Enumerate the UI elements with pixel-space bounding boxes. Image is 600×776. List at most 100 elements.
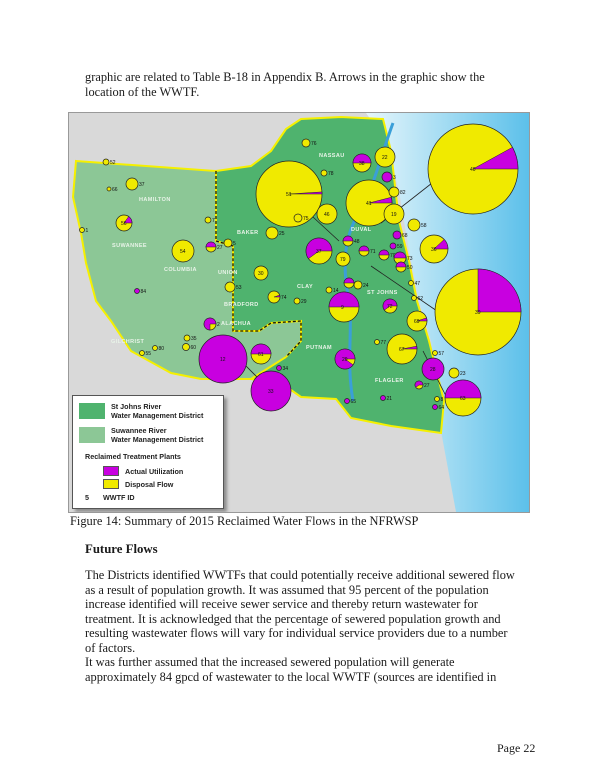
wwtf-pie-58: 58	[407, 218, 427, 232]
pie-disposal-slice	[388, 186, 400, 198]
wwtf-id-label: 5	[233, 241, 236, 247]
wwtf-id-label: 46	[324, 212, 330, 218]
sjrwmd-swatch	[79, 403, 105, 419]
wwtf-id-label: 2	[217, 322, 220, 328]
pie-disposal-slice	[374, 339, 380, 345]
pie-disposal-slice	[421, 357, 445, 381]
wwtf-pie-14: 14	[325, 286, 339, 294]
county-clay: CLAY	[297, 284, 313, 290]
wwtf-pie-57: 57	[432, 350, 444, 357]
county-bradford: BRADFORD	[224, 302, 259, 308]
wwtf-id-label: 82	[400, 190, 406, 196]
wwtf-pie-5: 5	[223, 238, 236, 248]
pie-disposal-slice	[408, 280, 414, 286]
wwtf-id-label: 7	[212, 218, 215, 224]
wwtf-pie-39: 39	[434, 268, 522, 356]
paragraph-2: It was further assumed that the increase…	[85, 655, 497, 684]
intro-paragraph: graphic are related to Table B-18 in App…	[85, 70, 485, 99]
wwtf-pie-37: 37	[305, 237, 333, 265]
wwtf-id-label: 27	[217, 245, 223, 251]
wwtf-id-label: 79	[340, 257, 346, 263]
wwtf-id-label: 36	[431, 247, 437, 253]
wwtf-id-label: 52	[110, 160, 116, 166]
pie-disposal-slice	[293, 213, 303, 223]
county-gilchrist: GILCHRIST	[111, 339, 144, 345]
pie-disposal-slice	[152, 345, 158, 351]
wwtf-id-label: 53	[236, 285, 242, 291]
wwtf-pie-60: 60	[182, 343, 196, 351]
county-alachua: ALACHUA	[221, 321, 251, 327]
wwtf-id-label: 76	[311, 141, 317, 147]
wwtf-id-label: 19	[391, 212, 397, 218]
st-johns-river	[343, 122, 395, 402]
pie-utilization-slice	[343, 277, 355, 284]
wwtf-id-label: 29	[342, 357, 348, 363]
wwtf-id-label: 37	[316, 249, 322, 255]
wwtf-pie-36: 36	[419, 234, 449, 264]
wwtf-pie-50: 50	[395, 261, 413, 273]
wwtf-id-label: 68	[402, 233, 408, 239]
wwtf-id-label: 41	[366, 201, 372, 207]
wwtf-pie-47: 47	[408, 280, 420, 287]
pie-disposal-slice	[432, 350, 438, 356]
section-heading: Future Flows	[85, 542, 158, 556]
figure-caption: Figure 14: Summary of 2015 Reclaimed Wat…	[70, 514, 419, 528]
wwtf-pie-12: 12	[198, 334, 248, 384]
wwtf-pie-2: 2	[203, 317, 220, 331]
wwtf-id-label: 12	[220, 357, 226, 363]
pie-utilization-slice	[250, 343, 272, 355]
pie-disposal-slice	[171, 239, 195, 263]
wwtf-id-label: 30	[258, 271, 264, 277]
wwtf-id-label: 84	[141, 289, 147, 295]
pie-utilization-slice	[401, 345, 418, 350]
wwtf-id-label: 54	[180, 249, 186, 255]
pie-disposal-slice	[381, 171, 393, 183]
wwtf-pie-33: 33	[250, 370, 292, 412]
pie-disposal-slice	[125, 177, 139, 191]
pie-disposal-slice	[265, 226, 279, 240]
wwtf-id-label: 50	[407, 265, 413, 271]
county-columbia: COLUMBIA	[164, 267, 197, 273]
county-union: UNION	[218, 270, 238, 276]
wwtf-pie-19: 19	[383, 203, 405, 225]
pie-disposal-slice	[223, 238, 233, 248]
wwtf-pie-40: 40	[427, 123, 519, 215]
pie-utilization-slice	[203, 317, 217, 331]
pie-disposal-slice	[183, 334, 191, 342]
pie-disposal-slice	[411, 295, 417, 301]
legend-srwmd: Suwannee River Water Management District	[79, 426, 203, 444]
pie-utilization-slice	[472, 146, 519, 170]
pie-disposal-slice	[316, 203, 338, 225]
wwtf-id-label: 78	[328, 171, 334, 177]
wwtf-pie-23: 23	[448, 367, 466, 379]
wwtf-pie-63: 63	[444, 379, 482, 417]
wwtf-id-label: 58	[421, 223, 427, 229]
wwtf-pie-56: 56	[115, 214, 133, 232]
wwtf-id-label: 24	[363, 283, 369, 289]
wwtf-id-label: 71	[370, 249, 376, 255]
wwtf-pie-66: 66	[106, 186, 118, 193]
pie-utilization-slice	[414, 380, 424, 388]
wwtf-id-label: 73	[407, 256, 413, 262]
wwtf-pie-48: 48	[342, 235, 360, 247]
wwtf-id-label: 21	[387, 396, 393, 402]
wwtf-id-label: 66	[112, 187, 118, 193]
wwtf-id-label: 72	[387, 304, 393, 310]
wwtf-pie-59: 59	[389, 242, 403, 250]
wwtf-id-label: 55	[146, 351, 152, 357]
pie-disposal-slice	[224, 281, 236, 293]
pie-utilization-slice	[205, 241, 217, 248]
wwtf-id-label: 75	[303, 216, 309, 222]
wwtf-pie-74: 74	[267, 290, 287, 304]
wwtf-pie-76: 76	[301, 138, 317, 148]
pie-disposal-slice	[434, 396, 440, 402]
wwtf-id-label: 56	[121, 221, 127, 227]
wwtf-pie-65: 65	[344, 398, 356, 405]
pie-utilization-slice	[273, 294, 281, 298]
wwtf-pie-67: 67	[386, 333, 418, 365]
wwtf-id-label: 29	[301, 299, 307, 305]
pie-utilization-slice	[123, 216, 133, 224]
wwtf-pie-34: 34	[276, 365, 288, 372]
arrow-39	[370, 265, 438, 312]
utilization-swatch	[103, 466, 119, 476]
